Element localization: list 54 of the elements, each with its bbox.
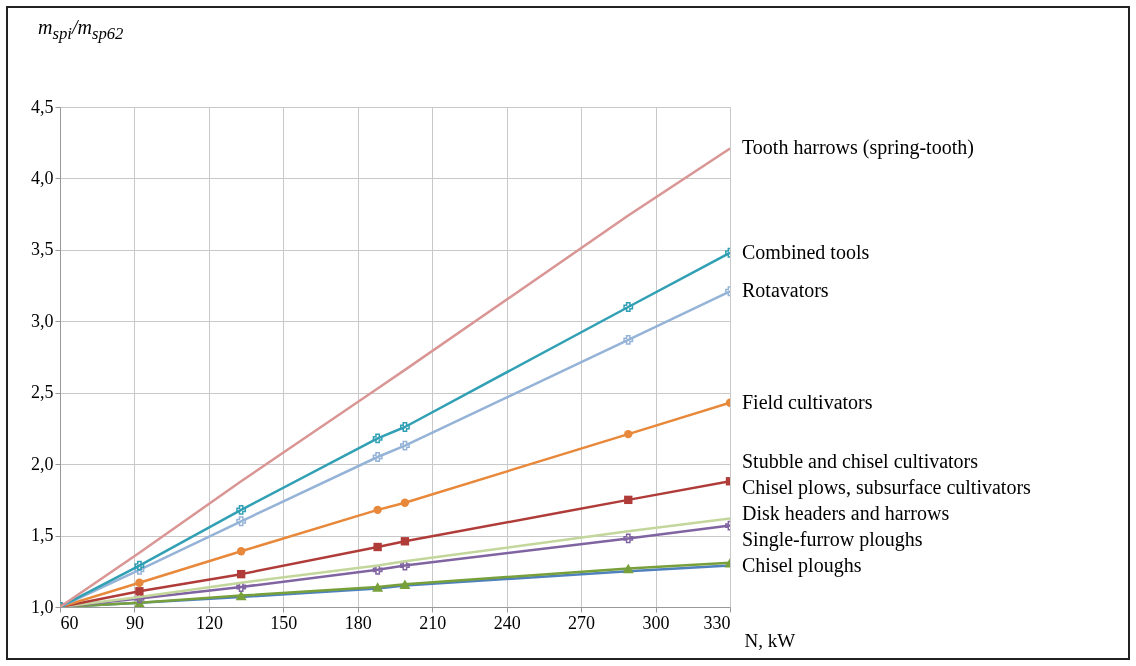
- point: [372, 433, 383, 444]
- point: [236, 547, 246, 556]
- x-tick-label: 60: [60, 612, 79, 633]
- series-label: Field cultivators: [742, 390, 873, 413]
- x-tick-label: 150: [270, 612, 298, 633]
- series-label: Combined tools: [742, 240, 870, 263]
- point: [373, 542, 382, 552]
- series-label: Chisel ploughs: [742, 553, 862, 577]
- point: [236, 504, 247, 515]
- y-tick-label: 3,0: [31, 310, 54, 331]
- point: [372, 582, 384, 592]
- point: [400, 537, 410, 546]
- y-axis-title: m$_{spi}$/m$_{sp62}$: [38, 16, 124, 44]
- series-label: Tooth harrows (spring-tooth): [742, 136, 974, 160]
- x-tick-label: 300: [642, 612, 670, 633]
- x-tick-label: 330: [703, 612, 731, 633]
- point: [623, 334, 634, 345]
- y-tick-label: 2,0: [31, 453, 54, 474]
- point: [399, 579, 411, 589]
- series-label: Rotavators: [742, 279, 829, 302]
- point: [236, 569, 246, 579]
- y-tick-label: 1,5: [31, 525, 54, 546]
- series-label: Single-furrow ploughs: [742, 527, 923, 551]
- x-axis-title: N, kW: [744, 629, 796, 651]
- point: [399, 560, 410, 571]
- y-tick-label: 4,0: [31, 167, 54, 188]
- series-label: Disk headers and harrows: [742, 501, 950, 524]
- point: [623, 302, 634, 312]
- point: [399, 440, 410, 451]
- y-tick-label: 1,0: [31, 596, 54, 617]
- point: [624, 429, 633, 439]
- x-tick-label: 120: [195, 612, 223, 633]
- point: [622, 563, 634, 574]
- x-tick-label: 240: [493, 612, 521, 633]
- y-tick-label: 3,5: [31, 239, 54, 260]
- point: [623, 533, 634, 544]
- y-tick-label: 2,5: [31, 382, 54, 403]
- point: [236, 582, 247, 592]
- point: [624, 495, 633, 505]
- point: [372, 452, 383, 462]
- point: [134, 560, 145, 571]
- x-tick-label: 270: [568, 612, 596, 633]
- point: [135, 578, 144, 587]
- y-tick-label: 4,5: [31, 96, 54, 117]
- series-label: Stubble and chisel cultivators: [742, 449, 979, 472]
- x-tick-label: 180: [344, 612, 372, 633]
- x-tick-label: 210: [419, 612, 447, 633]
- point: [399, 422, 410, 432]
- point: [236, 516, 247, 527]
- point: [135, 587, 144, 596]
- series-label: Chisel plows, subsurface cultivators: [742, 475, 1032, 499]
- point: [373, 505, 382, 515]
- x-tick-label: 90: [125, 612, 144, 633]
- point: [400, 498, 410, 507]
